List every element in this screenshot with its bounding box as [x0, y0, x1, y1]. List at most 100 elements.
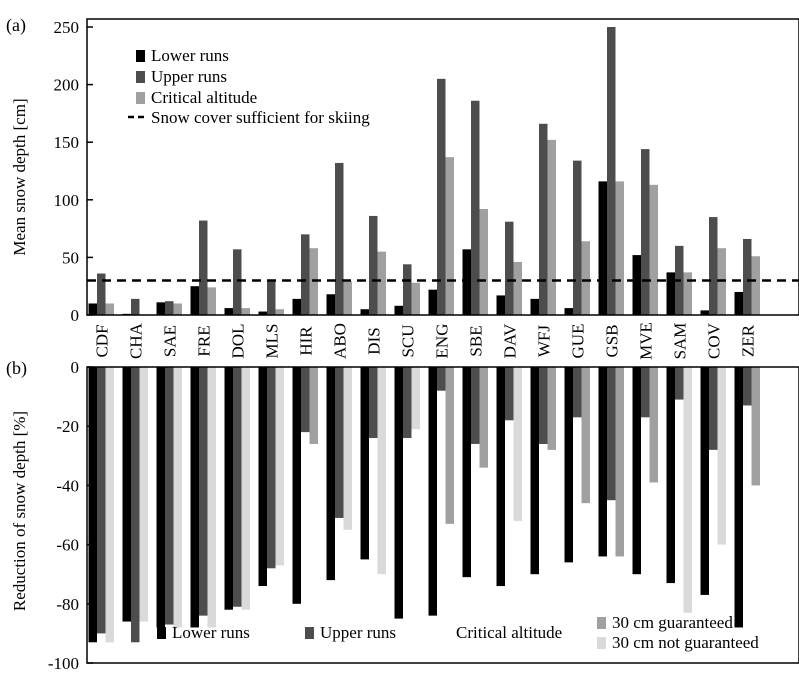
legend-swatch-upper-runs: [136, 71, 145, 83]
panel-b-label: (b): [6, 358, 27, 379]
bar-b-sae-upper-runs: [165, 367, 174, 625]
bar-b-abo-upper-runs: [335, 367, 344, 518]
bar-b-sbe-upper-runs: [471, 367, 480, 444]
category-label-cov: COV: [704, 322, 723, 359]
bar-a-cha-upper-runs: [131, 298, 140, 315]
bar-b-cha-critical-altitude: [139, 367, 148, 622]
category-label-cdf: CDF: [92, 324, 111, 357]
bar-a-mls-upper-runs: [267, 280, 276, 315]
category-label-gue: GUE: [568, 324, 587, 359]
bar-a-cov-lower-runs: [700, 310, 709, 315]
bar-b-hir-critical-altitude: [309, 367, 318, 444]
panel-b-bars: [88, 367, 760, 643]
bar-b-gsb-critical-altitude: [615, 367, 624, 557]
bar-b-cdf-upper-runs: [97, 367, 106, 634]
panel-b-frame: [86, 366, 799, 664]
category-label-hir: HIR: [296, 326, 315, 356]
bar-b-wfj-lower-runs: [530, 367, 539, 575]
legend-b-label-critical-altitude: Critical altitude: [456, 623, 562, 642]
category-label-eng: ENG: [432, 324, 451, 359]
bar-b-wfj-upper-runs: [539, 367, 548, 444]
bar-b-cov-upper-runs: [709, 367, 718, 450]
bar-b-dol-critical-altitude: [241, 367, 250, 610]
a-ytick-label: 200: [54, 76, 80, 95]
bar-b-fre-lower-runs: [190, 367, 199, 628]
bar-b-cdf-critical-altitude: [105, 367, 114, 643]
category-label-sam: SAM: [670, 323, 689, 360]
bar-a-sam-critical-altitude: [683, 272, 692, 315]
category-label-mls: MLS: [262, 324, 281, 359]
bar-a-mve-upper-runs: [641, 149, 650, 315]
bar-a-abo-upper-runs: [335, 162, 344, 315]
bar-a-scu-upper-runs: [403, 264, 412, 315]
category-label-abo: ABO: [330, 323, 349, 359]
bar-b-sam-upper-runs: [675, 367, 684, 400]
bar-a-zer-critical-altitude: [751, 256, 760, 315]
legend-b-swatch-guaranteed: [597, 617, 606, 629]
bar-b-mls-lower-runs: [258, 367, 267, 587]
legend-b-label-guaranteed: 30 cm guaranteed: [612, 613, 733, 632]
category-label-wfj: WFJ: [534, 325, 553, 358]
bar-b-gsb-upper-runs: [607, 367, 616, 501]
category-label-fre: FRE: [194, 325, 213, 356]
bar-a-sam-lower-runs: [666, 272, 675, 315]
bar-a-gue-critical-altitude: [581, 241, 590, 315]
bar-a-zer-lower-runs: [734, 291, 743, 315]
bar-b-dis-critical-altitude: [377, 367, 386, 575]
bar-a-dav-critical-altitude: [513, 262, 522, 315]
bar-b-hir-lower-runs: [292, 367, 301, 604]
bar-a-gsb-upper-runs: [607, 27, 616, 315]
bar-b-hir-upper-runs: [301, 367, 310, 433]
bar-b-gue-upper-runs: [573, 367, 582, 418]
category-label-mve: MVE: [636, 322, 655, 360]
panel-a-y-axis-label: Mean snow depth [cm]: [10, 98, 29, 255]
bar-b-cha-upper-runs: [131, 367, 140, 643]
bar-b-gue-lower-runs: [564, 367, 573, 563]
category-label-gsb: GSB: [602, 324, 621, 357]
bar-a-gue-upper-runs: [573, 160, 582, 315]
bar-b-gue-critical-altitude: [581, 367, 590, 504]
bar-a-sbe-lower-runs: [462, 249, 471, 315]
bar-b-dis-upper-runs: [369, 367, 378, 439]
panel-b-legend: Lower runs Upper runs Critical altitude …: [157, 613, 759, 652]
bar-b-mve-lower-runs: [632, 367, 641, 575]
bar-b-cdf-lower-runs: [88, 367, 97, 643]
bar-b-zer-critical-altitude: [751, 367, 760, 486]
category-label-cha: CHA: [126, 322, 145, 359]
bar-a-cdf-upper-runs: [97, 273, 106, 315]
legend-b-label-lower-runs: Lower runs: [172, 623, 250, 642]
bar-a-wfj-upper-runs: [539, 123, 548, 315]
category-label-dis: DIS: [364, 327, 383, 354]
category-label-scu: SCU: [398, 324, 417, 357]
a-ytick-label: 250: [54, 18, 80, 37]
bar-b-sae-lower-runs: [156, 367, 165, 628]
legend-label-reference-line: Snow cover sufficient for skiing: [151, 108, 370, 127]
bar-a-hir-lower-runs: [292, 298, 301, 315]
bar-a-gsb-lower-runs: [598, 181, 607, 315]
bar-b-wfj-critical-altitude: [547, 367, 556, 450]
bar-b-scu-lower-runs: [394, 367, 403, 619]
bar-b-scu-critical-altitude: [411, 367, 420, 430]
bar-b-eng-upper-runs: [437, 367, 446, 391]
panel-a-legend: Lower runs Upper runs Critical altitude …: [128, 46, 370, 127]
category-label-sae: SAE: [160, 325, 179, 357]
legend-swatch-critical-altitude: [136, 92, 145, 104]
bar-a-dol-critical-altitude: [241, 308, 250, 315]
bar-a-mls-lower-runs: [258, 311, 267, 315]
category-label-zer: ZER: [738, 324, 757, 357]
bar-b-sam-lower-runs: [666, 367, 675, 584]
bar-a-fre-critical-altitude: [207, 287, 216, 315]
bar-b-mve-upper-runs: [641, 367, 650, 418]
bar-a-wfj-critical-altitude: [547, 139, 556, 315]
bar-b-zer-upper-runs: [743, 367, 752, 406]
bar-a-wfj-lower-runs: [530, 298, 539, 315]
bar-b-mls-upper-runs: [267, 367, 276, 569]
b-ytick-label: -100: [48, 654, 79, 669]
bar-b-eng-lower-runs: [428, 367, 437, 616]
bar-a-scu-critical-altitude: [411, 282, 420, 315]
bar-b-cha-lower-runs: [122, 367, 131, 622]
bar-b-cov-lower-runs: [700, 367, 709, 595]
category-label-sbe: SBE: [466, 325, 485, 356]
panel-a-label: (a): [6, 15, 26, 36]
